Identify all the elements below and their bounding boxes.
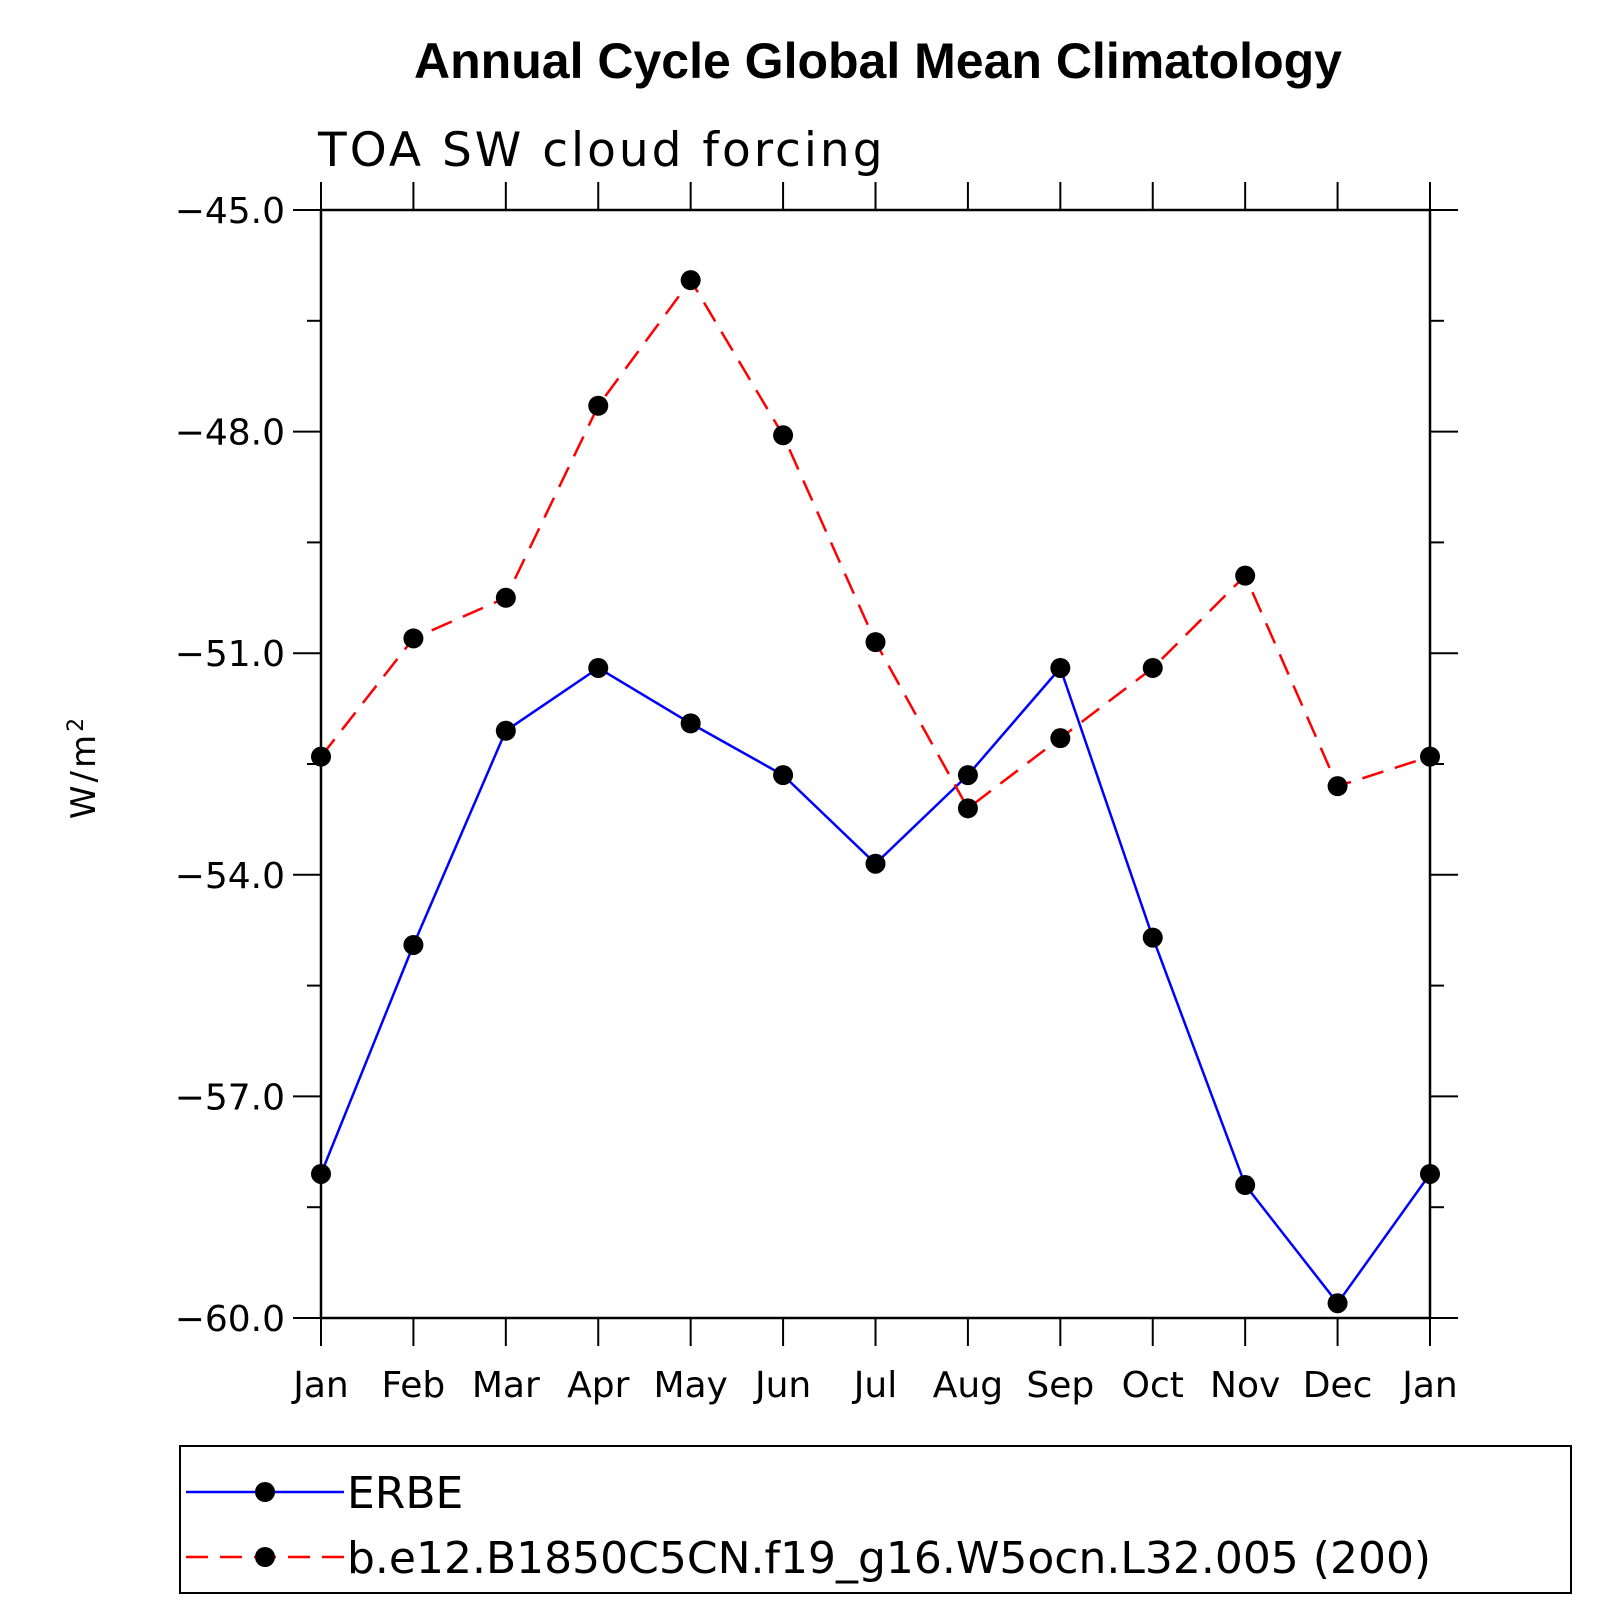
x-tick-label: Dec bbox=[1303, 1365, 1373, 1406]
series-1-point bbox=[680, 713, 701, 734]
x-tick-label: Nov bbox=[1210, 1365, 1280, 1406]
series-1-point bbox=[403, 934, 424, 955]
series-1-point bbox=[1142, 927, 1163, 948]
series-2-point bbox=[1050, 728, 1071, 749]
series-2-point bbox=[865, 632, 886, 653]
x-tick-label: Aug bbox=[933, 1365, 1003, 1406]
plot-frame bbox=[319, 208, 1432, 1320]
series-1-point bbox=[1050, 657, 1071, 678]
series-1-point bbox=[311, 1163, 331, 1184]
x-tick-label: Oct bbox=[1122, 1365, 1184, 1406]
y-tick-label: −54.0 bbox=[175, 856, 285, 897]
series-2-point bbox=[773, 425, 794, 446]
series-1-point bbox=[865, 853, 886, 874]
series-2-point bbox=[495, 587, 516, 608]
series-2-point bbox=[403, 628, 424, 649]
x-tick-label: Mar bbox=[472, 1365, 540, 1406]
x-tick-label: Jan bbox=[291, 1365, 349, 1406]
series-1-point bbox=[773, 765, 794, 786]
series-2-point bbox=[1420, 746, 1440, 767]
legend-marker-2 bbox=[255, 1547, 275, 1567]
series-2-point bbox=[680, 270, 701, 291]
legend-label-2: b.e12.B1850C5CN.f19_g16.W5ocn.L32.005 (2… bbox=[347, 1533, 1431, 1584]
x-tick-label: Sep bbox=[1026, 1365, 1094, 1406]
x-tick-label: Jan bbox=[1400, 1365, 1458, 1406]
x-tick-label: Apr bbox=[567, 1365, 629, 1406]
series-line-2 bbox=[320, 278, 1431, 810]
series-2-point bbox=[588, 395, 609, 416]
series-2-point bbox=[1235, 565, 1256, 586]
x-tick-label: May bbox=[653, 1365, 727, 1406]
series-layer bbox=[319, 278, 1432, 1305]
series-2-point bbox=[311, 746, 331, 767]
legend: ERBE b.e12.B1850C5CN.f19_g16.W5ocn.L32.00… bbox=[179, 1445, 1572, 1594]
x-tick-label: Jul bbox=[852, 1365, 897, 1406]
legend-box bbox=[179, 1445, 1572, 1594]
series-2-point bbox=[1142, 657, 1163, 678]
series-1-point bbox=[588, 657, 609, 678]
y-tick-label: −45.0 bbox=[175, 191, 285, 232]
y-axis-label-superscript: 2 bbox=[64, 715, 89, 732]
legend-label-1: ERBE bbox=[347, 1468, 463, 1519]
chart-subtitle: TOA SW cloud forcing bbox=[317, 123, 886, 178]
x-tick-label: Feb bbox=[382, 1365, 446, 1406]
marker-layer bbox=[311, 270, 1440, 1314]
series-2-point bbox=[1327, 776, 1348, 797]
legend-entries: ERBE b.e12.B1850C5CN.f19_g16.W5ocn.L32.00… bbox=[186, 1468, 1431, 1584]
series-1-point bbox=[1420, 1163, 1440, 1184]
x-tick-label: Jun bbox=[753, 1365, 811, 1406]
series-2-point bbox=[957, 798, 978, 819]
series-1-point bbox=[1327, 1293, 1348, 1314]
series-1-point bbox=[495, 720, 516, 741]
series-1-point bbox=[957, 765, 978, 786]
y-tick-label: −57.0 bbox=[175, 1077, 285, 1118]
series-1-point bbox=[1235, 1175, 1256, 1196]
y-axis-label-base: W/m bbox=[64, 732, 104, 819]
legend-marker-1 bbox=[255, 1482, 275, 1502]
series-line-1 bbox=[319, 666, 1432, 1305]
y-tick-label: −48.0 bbox=[175, 413, 285, 454]
chart-title: Annual Cycle Global Mean Climatology bbox=[414, 33, 1342, 89]
y-axis-label: W/m2 bbox=[64, 715, 105, 819]
y-tick-label: −51.0 bbox=[175, 634, 285, 675]
y-tick-label: −60.0 bbox=[175, 1299, 285, 1340]
